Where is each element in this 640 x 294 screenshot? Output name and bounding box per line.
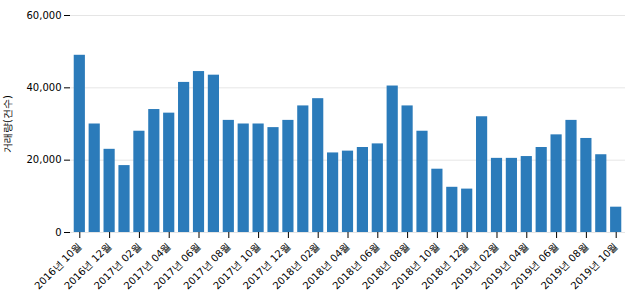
- svg-text:2017년 02월: 2017년 02월: [91, 240, 144, 292]
- svg-text:2017년 10월: 2017년 10월: [211, 240, 263, 292]
- svg-text:2017년 08월: 2017년 08월: [181, 240, 233, 292]
- svg-text:2018년 12월: 2018년 12월: [419, 240, 471, 292]
- svg-text:40,000: 40,000: [27, 82, 62, 93]
- svg-text:2019년 06월: 2019년 06월: [509, 240, 561, 292]
- svg-text:2016년 10월: 2016년 10월: [32, 240, 84, 292]
- svg-text:2019년 08월: 2019년 08월: [538, 240, 591, 292]
- svg-text:2018년 08월: 2018년 08월: [360, 240, 412, 292]
- svg-text:2019년 10월: 2019년 10월: [569, 240, 620, 291]
- svg-text:2018년 04월: 2018년 04월: [300, 240, 352, 292]
- svg-text:60,000: 60,000: [27, 10, 62, 21]
- svg-text:2016년 12월: 2016년 12월: [62, 240, 114, 292]
- svg-text:2017년 12월: 2017년 12월: [240, 240, 293, 292]
- svg-text:2018년 10월: 2018년 10월: [389, 240, 442, 292]
- svg-text:2019년 04월: 2019년 04월: [479, 240, 531, 292]
- svg-text:거래량(건수): 거래량(건수): [2, 95, 13, 153]
- svg-text:2018년 02월: 2018년 02월: [270, 240, 322, 292]
- svg-text:2019년 02월: 2019년 02월: [449, 240, 501, 292]
- svg-text:2017년 04월: 2017년 04월: [121, 240, 173, 292]
- svg-text:20,000: 20,000: [27, 154, 62, 165]
- svg-text:0: 0: [55, 227, 61, 238]
- svg-text:2018년 06월: 2018년 06월: [330, 240, 382, 292]
- svg-text:2017년 06월: 2017년 06월: [151, 240, 203, 292]
